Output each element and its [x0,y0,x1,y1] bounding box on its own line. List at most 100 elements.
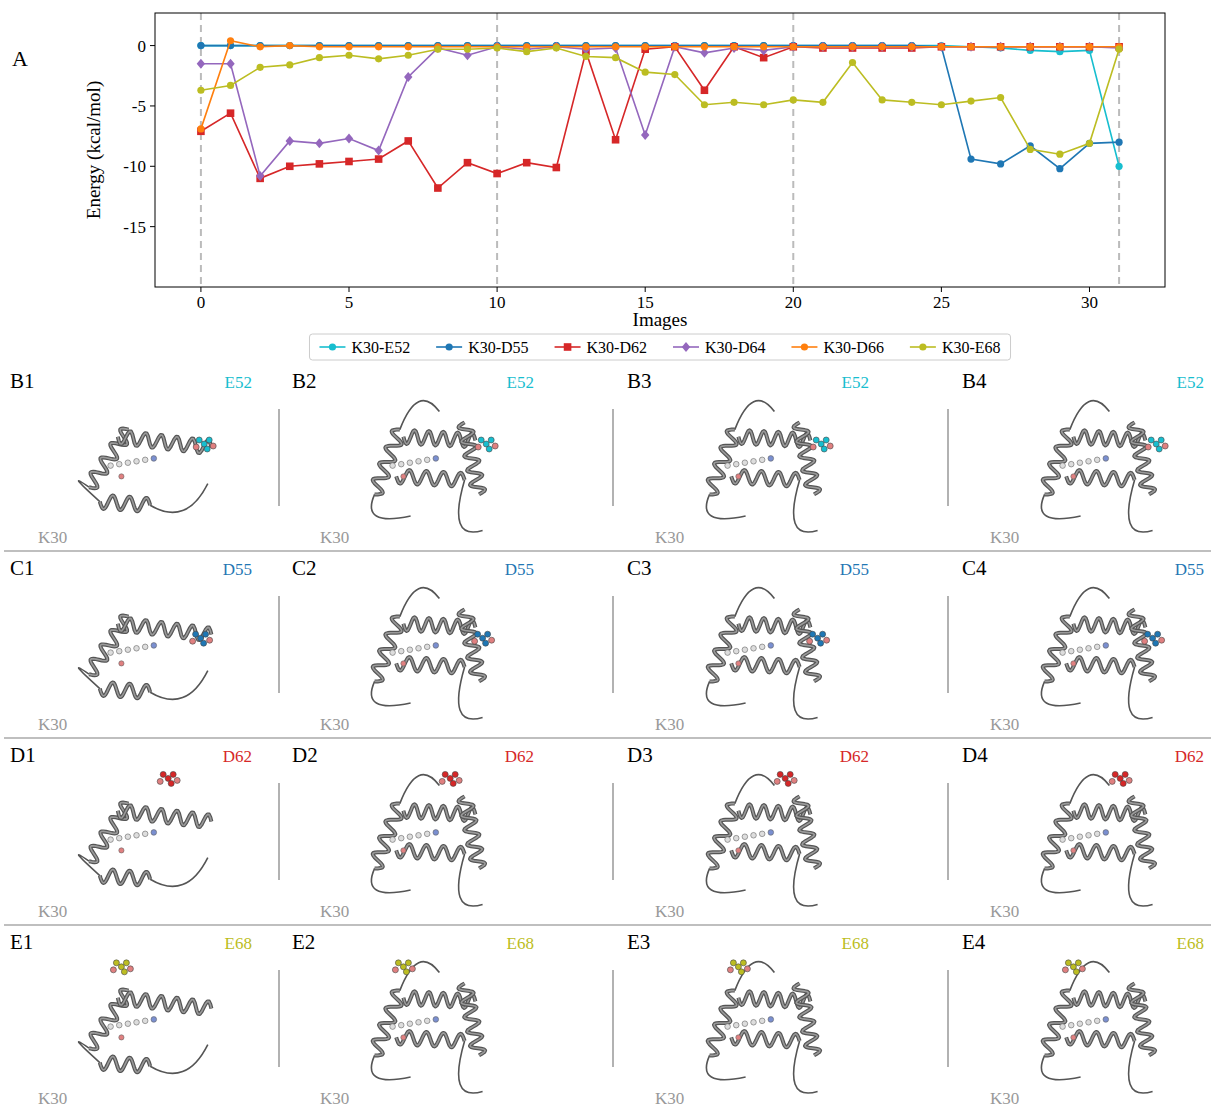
residue-atom [1120,780,1126,786]
k30-atom [768,643,774,649]
panel-separator [278,783,280,880]
legend-label: K30-D64 [705,339,765,356]
helix [1129,983,1156,1055]
residue-atom [405,960,411,966]
k30-atom [401,474,406,479]
k30-atom [759,831,765,837]
k30-atom [751,645,757,651]
data-point [434,46,441,53]
loop [79,668,208,700]
panel-separator [612,783,614,880]
helix [100,496,150,512]
series-line [201,41,1119,129]
helix-highlight [459,796,486,868]
k30-atom [736,848,741,853]
data-point [257,64,264,71]
k30-atom [125,834,131,840]
data-point [908,99,915,106]
helix [1043,617,1072,682]
k30-atom [1077,1021,1083,1027]
helix [373,991,402,1056]
k30-atom [1060,837,1066,843]
panel-separator [947,970,949,1067]
data-point [493,42,501,52]
residue-atom [193,444,199,450]
reference-line [496,13,498,287]
data-point [375,55,382,62]
data-point [374,146,382,156]
helix-highlight [708,430,737,495]
data-point [849,43,856,50]
residue-atom [1122,771,1128,777]
helix [1129,609,1156,681]
loop [706,588,817,719]
helix [373,804,402,869]
x-tick [941,287,942,292]
residue-atom [483,640,489,646]
data-point [938,43,945,50]
k30-atom [108,1024,114,1030]
panel-label: E3 [627,930,650,954]
k30-atom [1094,457,1100,463]
k30-atom [1094,644,1100,650]
data-point [789,42,797,52]
k30-atom [1068,1022,1074,1028]
y-tick-label: -15 [123,218,146,237]
plot-frame [155,13,1165,287]
helix [794,422,821,494]
helix [1043,804,1072,869]
data-point [197,42,204,49]
residue-atom [409,966,415,972]
helix [708,804,737,869]
k30-atom [433,456,439,462]
data-point [1056,42,1064,52]
residue-atom [204,446,210,452]
structure-panel [371,588,494,719]
helix-highlight [731,844,799,860]
k30-atom [1086,1019,1092,1025]
helix [1066,1031,1134,1047]
residue-atom [1145,444,1151,450]
residue-atom [823,437,829,443]
data-point [1026,43,1034,51]
k30-atom [1060,463,1066,469]
residue-atom [123,960,129,966]
residue-label: E68 [507,934,534,953]
k30-atom [1086,458,1092,464]
data-point [1056,165,1063,172]
data-point [434,43,442,53]
data-point [523,48,530,55]
residue-atom [439,778,445,784]
residue-atom [1079,966,1085,972]
k30-atom [768,456,774,462]
residue-atom [810,631,816,637]
helix [89,990,129,1050]
k30-atom [424,644,430,650]
residue-atom [450,780,456,786]
k30-atom [151,643,157,649]
data-point [493,44,500,51]
data-point [937,42,945,52]
residue-atom [1112,771,1118,777]
k30-atom [1060,650,1066,656]
data-point [553,164,561,172]
residue-atom [492,443,498,449]
x-tick-label: 20 [785,293,802,312]
data-point [345,134,353,144]
helix-highlight [118,431,212,453]
legend-entry: K30-D55 [436,339,528,356]
panel-separator [612,596,614,693]
k30-atom [108,463,114,469]
helix [794,796,821,868]
helix-highlight [1066,1031,1134,1047]
anchor-label: K30 [320,902,349,921]
data-point [967,43,975,51]
anchor-label: K30 [990,1089,1019,1108]
data-point [197,59,205,69]
data-point [286,42,293,49]
loop [371,775,482,906]
helix-highlight [794,609,821,681]
helix-highlight [1043,991,1072,1056]
panel-label: D4 [962,743,988,767]
x-tick-label: 0 [197,293,206,312]
